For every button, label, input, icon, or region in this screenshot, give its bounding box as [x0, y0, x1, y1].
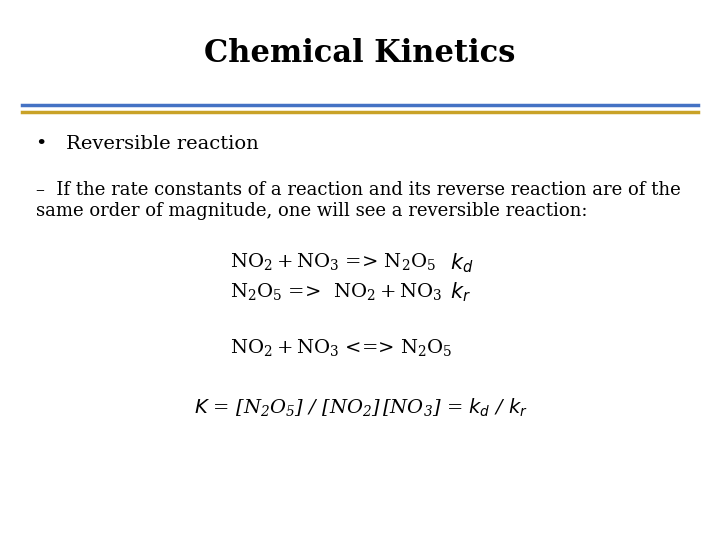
Text: $K$ = $\mathregular{[N_2O_5]}$ / $\mathregular{[NO_2]\,[NO_3]}$ = $k_d$ / $k_r$: $K$ = $\mathregular{[N_2O_5]}$ / $\mathr… [194, 397, 528, 419]
Text: •   Reversible reaction: • Reversible reaction [36, 135, 258, 153]
Text: $\mathregular{NO_2 + NO_3}$ => $\mathregular{N_2O_5}$: $\mathregular{NO_2 + NO_3}$ => $\mathreg… [230, 251, 436, 272]
Text: $\mathregular{N_2O_5}$ =>  $\mathregular{NO_2 + NO_3}$: $\mathregular{N_2O_5}$ => $\mathregular{… [230, 281, 443, 302]
Text: $k_r$: $k_r$ [450, 281, 471, 305]
Text: Chemical Kinetics: Chemical Kinetics [204, 38, 516, 69]
Text: $k_d$: $k_d$ [450, 251, 474, 275]
Text: same order of magnitude, one will see a reversible reaction:: same order of magnitude, one will see a … [36, 202, 588, 220]
Text: $\mathregular{NO_2 + NO_3}$ <=> $\mathregular{N_2O_5}$: $\mathregular{NO_2 + NO_3}$ <=> $\mathre… [230, 338, 453, 359]
Text: –  If the rate constants of a reaction and its reverse reaction are of the: – If the rate constants of a reaction an… [36, 181, 680, 199]
